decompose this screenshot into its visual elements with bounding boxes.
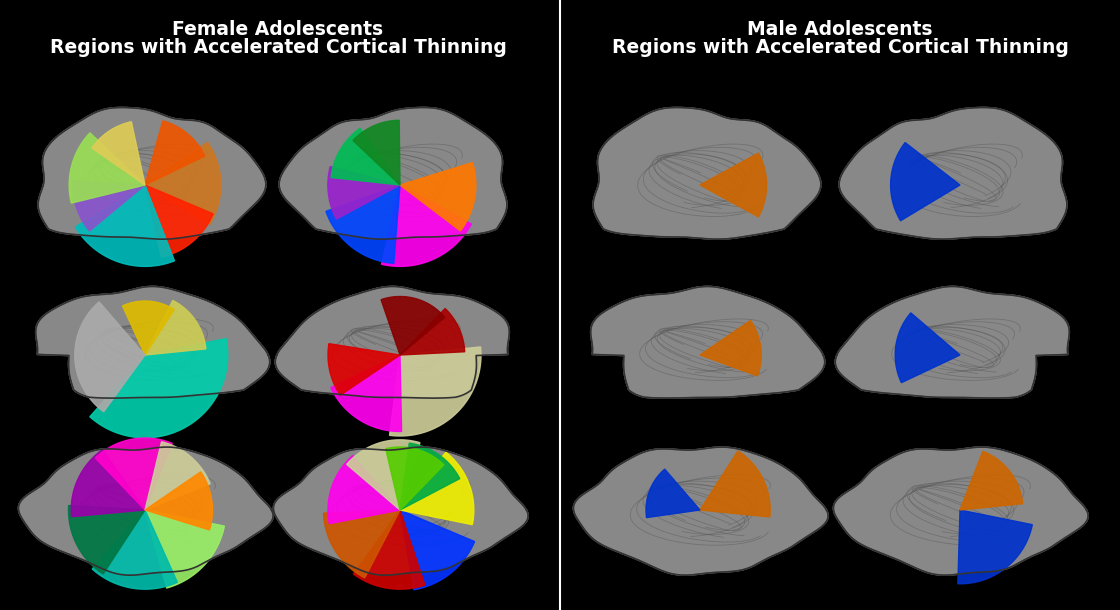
Polygon shape	[400, 510, 475, 590]
Polygon shape	[895, 313, 960, 382]
Polygon shape	[18, 447, 273, 575]
Polygon shape	[324, 510, 400, 578]
Polygon shape	[400, 309, 465, 355]
Polygon shape	[279, 107, 507, 239]
Polygon shape	[332, 128, 400, 185]
Polygon shape	[590, 287, 824, 398]
Polygon shape	[400, 443, 460, 510]
Polygon shape	[960, 451, 1023, 510]
Polygon shape	[700, 153, 766, 217]
Polygon shape	[92, 510, 177, 589]
Polygon shape	[69, 133, 144, 203]
Polygon shape	[700, 320, 762, 376]
Polygon shape	[328, 456, 400, 524]
Polygon shape	[75, 302, 144, 412]
Polygon shape	[122, 301, 175, 355]
Polygon shape	[646, 469, 700, 518]
Polygon shape	[400, 163, 476, 231]
Polygon shape	[68, 506, 144, 574]
Polygon shape	[273, 447, 529, 575]
Polygon shape	[326, 185, 400, 264]
Text: Male Adolescents: Male Adolescents	[747, 20, 933, 39]
Polygon shape	[75, 185, 175, 267]
Polygon shape	[36, 287, 270, 398]
Polygon shape	[144, 142, 221, 224]
Polygon shape	[144, 442, 211, 510]
Polygon shape	[836, 287, 1070, 398]
Polygon shape	[400, 452, 474, 525]
Polygon shape	[144, 121, 205, 185]
Polygon shape	[839, 107, 1067, 239]
Polygon shape	[92, 122, 144, 185]
Polygon shape	[382, 185, 472, 267]
Polygon shape	[347, 440, 420, 510]
Polygon shape	[573, 447, 828, 575]
Text: Regions with Accelerated Cortical Thinning: Regions with Accelerated Cortical Thinni…	[612, 38, 1068, 57]
Polygon shape	[90, 339, 227, 438]
Text: Female Adolescents: Female Adolescents	[172, 20, 383, 39]
Polygon shape	[353, 120, 400, 185]
Polygon shape	[328, 343, 400, 395]
Polygon shape	[144, 301, 206, 355]
Polygon shape	[276, 287, 510, 398]
Polygon shape	[330, 355, 402, 431]
Polygon shape	[594, 107, 821, 239]
Polygon shape	[144, 185, 213, 257]
Polygon shape	[890, 143, 960, 221]
Polygon shape	[328, 167, 400, 219]
Text: Regions with Accelerated Cortical Thinning: Regions with Accelerated Cortical Thinni…	[49, 38, 506, 57]
Polygon shape	[38, 107, 265, 239]
Polygon shape	[95, 438, 172, 510]
Polygon shape	[390, 347, 480, 436]
Polygon shape	[958, 510, 1033, 584]
Polygon shape	[381, 296, 445, 355]
Polygon shape	[72, 450, 144, 517]
Polygon shape	[144, 510, 224, 588]
Polygon shape	[700, 451, 771, 517]
Polygon shape	[833, 447, 1089, 575]
Polygon shape	[354, 510, 424, 589]
Polygon shape	[385, 447, 444, 510]
Polygon shape	[73, 181, 144, 231]
Polygon shape	[144, 472, 213, 530]
